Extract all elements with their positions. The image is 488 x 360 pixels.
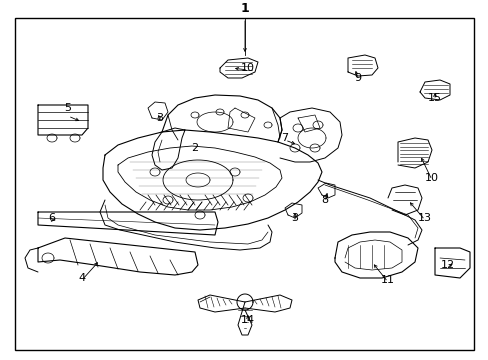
Text: 5: 5: [64, 103, 71, 113]
Text: 12: 12: [440, 260, 454, 270]
Text: 7: 7: [281, 133, 288, 143]
Text: 14: 14: [241, 315, 255, 325]
Text: 4: 4: [78, 273, 85, 283]
Text: 15: 15: [427, 93, 441, 103]
Text: 11: 11: [380, 275, 394, 285]
Text: 1: 1: [240, 1, 249, 14]
Text: 6: 6: [48, 213, 55, 223]
Text: 8: 8: [321, 195, 328, 205]
Text: 10: 10: [241, 63, 254, 73]
Text: 2: 2: [191, 143, 198, 153]
Text: 10: 10: [424, 173, 438, 183]
Text: 13: 13: [417, 213, 431, 223]
Text: 9: 9: [354, 73, 361, 83]
Text: 3: 3: [291, 213, 298, 223]
Text: 3: 3: [156, 113, 163, 123]
